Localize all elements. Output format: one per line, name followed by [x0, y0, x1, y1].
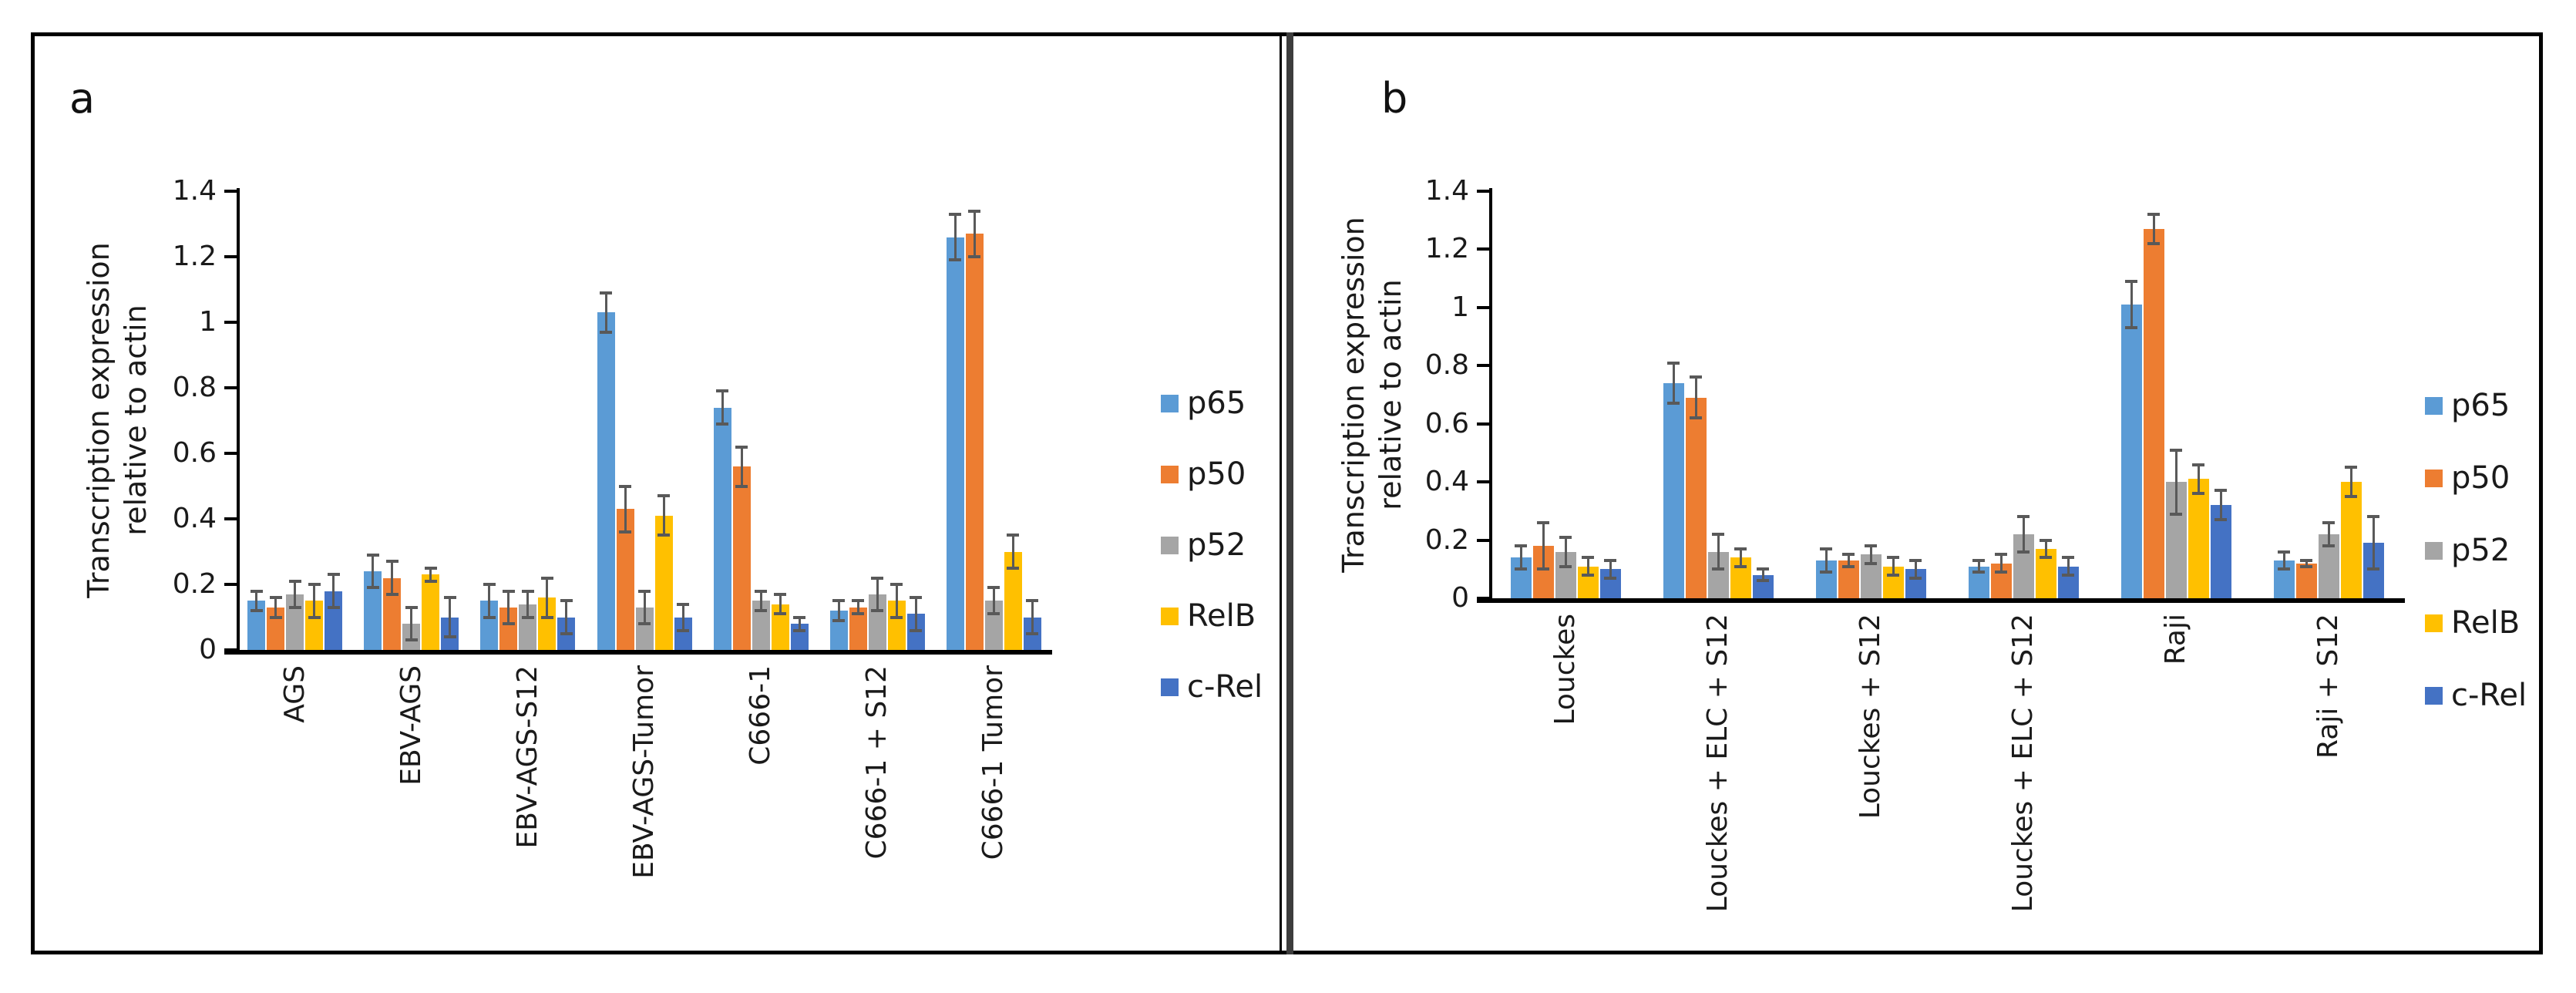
panel-divider — [1280, 32, 1282, 954]
panel-divider-shadow — [1286, 32, 1293, 954]
